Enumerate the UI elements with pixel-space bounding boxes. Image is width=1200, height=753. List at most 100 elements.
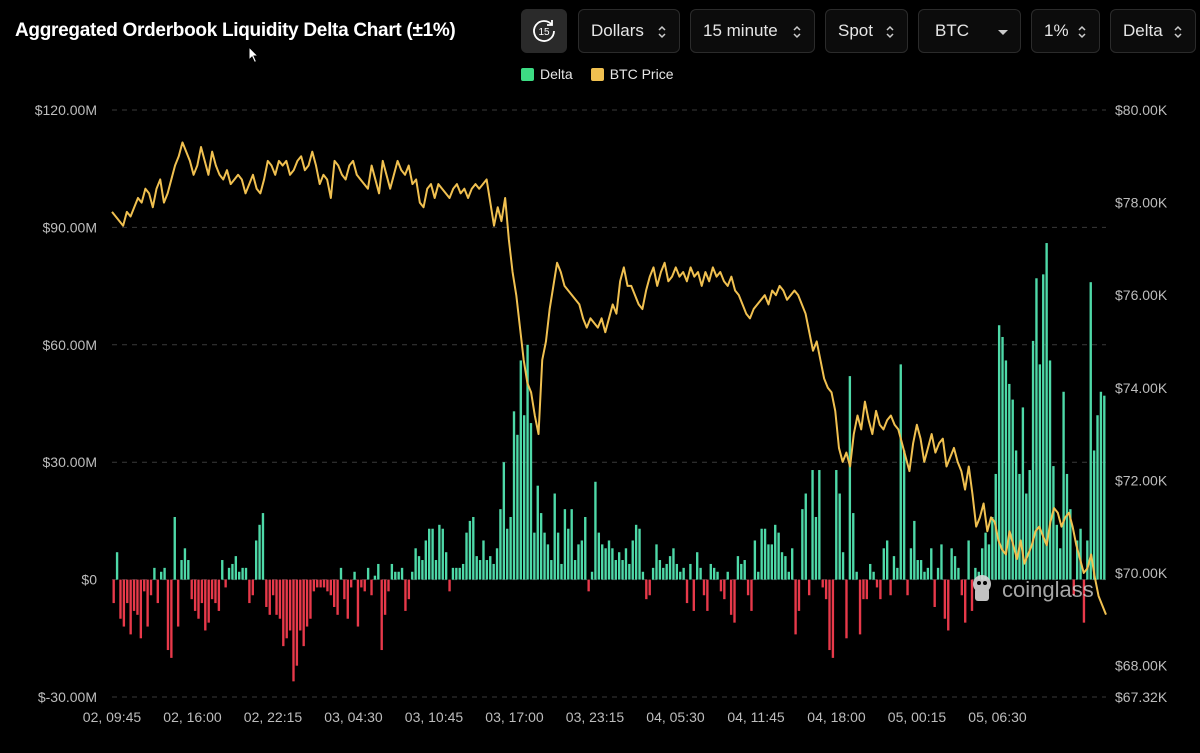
watermark-text: coinglass <box>1002 577 1094 602</box>
delta-bar <box>153 567 156 580</box>
delta-bar <box>563 509 567 580</box>
delta-bar <box>512 411 516 580</box>
delta-bar <box>543 532 546 580</box>
delta-bar <box>964 579 967 623</box>
delta-bar <box>560 563 563 580</box>
delta-bar <box>302 579 305 647</box>
delta-bar <box>804 493 807 580</box>
delta-bar <box>584 516 587 580</box>
delta-bar <box>444 552 448 580</box>
delta-bar <box>190 579 193 600</box>
delta-bar <box>668 556 672 580</box>
delta-bar <box>685 579 689 604</box>
delta-bar <box>316 579 319 588</box>
delta-bar <box>791 548 794 580</box>
delta-bar <box>655 544 658 580</box>
delta-bar <box>567 528 570 580</box>
metric-select-value: Delta <box>1123 21 1163 40</box>
market-select[interactable]: Spot <box>825 9 908 53</box>
delta-bar <box>163 567 166 580</box>
delta-bar <box>502 462 506 580</box>
delta-bar <box>536 485 539 580</box>
right-tick-label: $80.00K <box>1115 102 1168 118</box>
range-select[interactable]: 1% <box>1031 9 1100 53</box>
delta-bar <box>875 579 879 588</box>
delta-bar <box>183 548 187 580</box>
delta-bar <box>729 579 733 615</box>
delta-bar <box>1048 360 1052 580</box>
coin-select[interactable]: BTC <box>918 9 1021 53</box>
delta-bar <box>122 579 126 627</box>
delta-bar <box>923 571 926 580</box>
currency-select[interactable]: Dollars <box>578 9 680 53</box>
delta-bar <box>288 579 292 631</box>
delta-bar <box>187 560 190 580</box>
delta-bar <box>1065 473 1069 580</box>
delta-bar <box>238 571 241 580</box>
delta-bar <box>227 567 231 580</box>
delta-bar <box>349 579 353 588</box>
left-tick-label: $60.00M <box>43 337 97 353</box>
delta-bar <box>516 434 519 580</box>
delta-bar <box>980 548 984 580</box>
delta-bar <box>200 579 204 604</box>
delta-bar <box>329 579 332 596</box>
delta-bar <box>383 579 387 615</box>
x-tick-label: 05, 00:15 <box>888 709 947 725</box>
delta-bar <box>624 548 628 580</box>
x-tick-label: 05, 06:30 <box>968 709 1027 725</box>
delta-bar <box>421 560 424 580</box>
delta-bar <box>506 528 509 580</box>
delta-bar <box>417 556 421 580</box>
delta-bar <box>743 560 746 580</box>
delta-bar <box>322 579 326 588</box>
coinglass-logo-icon <box>973 575 991 601</box>
delta-bar <box>509 516 512 580</box>
delta-bar <box>475 556 478 580</box>
interval-select[interactable]: 15 minute <box>690 9 815 53</box>
interval-select-value: 15 minute <box>703 21 778 40</box>
delta-bar <box>404 579 407 611</box>
legend-label-delta: Delta <box>540 66 573 82</box>
delta-bar <box>295 579 299 666</box>
delta-bar <box>604 548 607 580</box>
delta-bar <box>448 579 451 592</box>
delta-bar <box>451 567 455 580</box>
refresh-interval-button[interactable]: 15 <box>521 9 567 53</box>
delta-bar <box>258 524 261 580</box>
market-select-value: Spot <box>838 21 873 40</box>
delta-bar <box>241 567 244 580</box>
sort-arrows-icon <box>658 25 666 39</box>
delta-bar <box>143 579 146 592</box>
delta-bar <box>278 579 282 619</box>
delta-bar <box>611 548 614 580</box>
delta-bar <box>916 560 919 580</box>
delta-bar <box>1099 391 1103 580</box>
delta-bar <box>411 571 414 580</box>
watermark: coinglass <box>973 575 1094 602</box>
delta-bar <box>132 579 136 611</box>
legend-item-btc-price[interactable]: BTC Price <box>590 66 673 82</box>
right-tick-label: $72.00K <box>1115 472 1168 488</box>
delta-bar <box>740 563 743 580</box>
delta-bar <box>933 579 936 607</box>
delta-bar <box>662 567 665 580</box>
left-axis: $120.00M $90.00M $60.00M $30.00M $0 $-30.00M <box>35 102 97 705</box>
x-axis: 02, 09:45 02, 16:00 02, 22:15 03, 04:30 03, … <box>83 709 1027 725</box>
delta-bar <box>777 532 780 580</box>
delta-bar <box>482 540 485 580</box>
metric-select[interactable]: Delta <box>1110 9 1196 53</box>
left-tick-label: $0 <box>81 572 97 588</box>
delta-bar <box>1103 395 1106 580</box>
delta-bar <box>485 560 489 580</box>
delta-bar <box>173 516 176 580</box>
delta-bar <box>621 560 624 580</box>
delta-bar <box>370 579 373 596</box>
currency-select-value: Dollars <box>591 21 644 40</box>
delta-bar <box>221 560 224 580</box>
delta-bar <box>943 579 947 619</box>
delta-bar <box>180 560 183 580</box>
legend-item-delta[interactable]: Delta <box>521 66 573 82</box>
delta-bar <box>139 579 143 639</box>
